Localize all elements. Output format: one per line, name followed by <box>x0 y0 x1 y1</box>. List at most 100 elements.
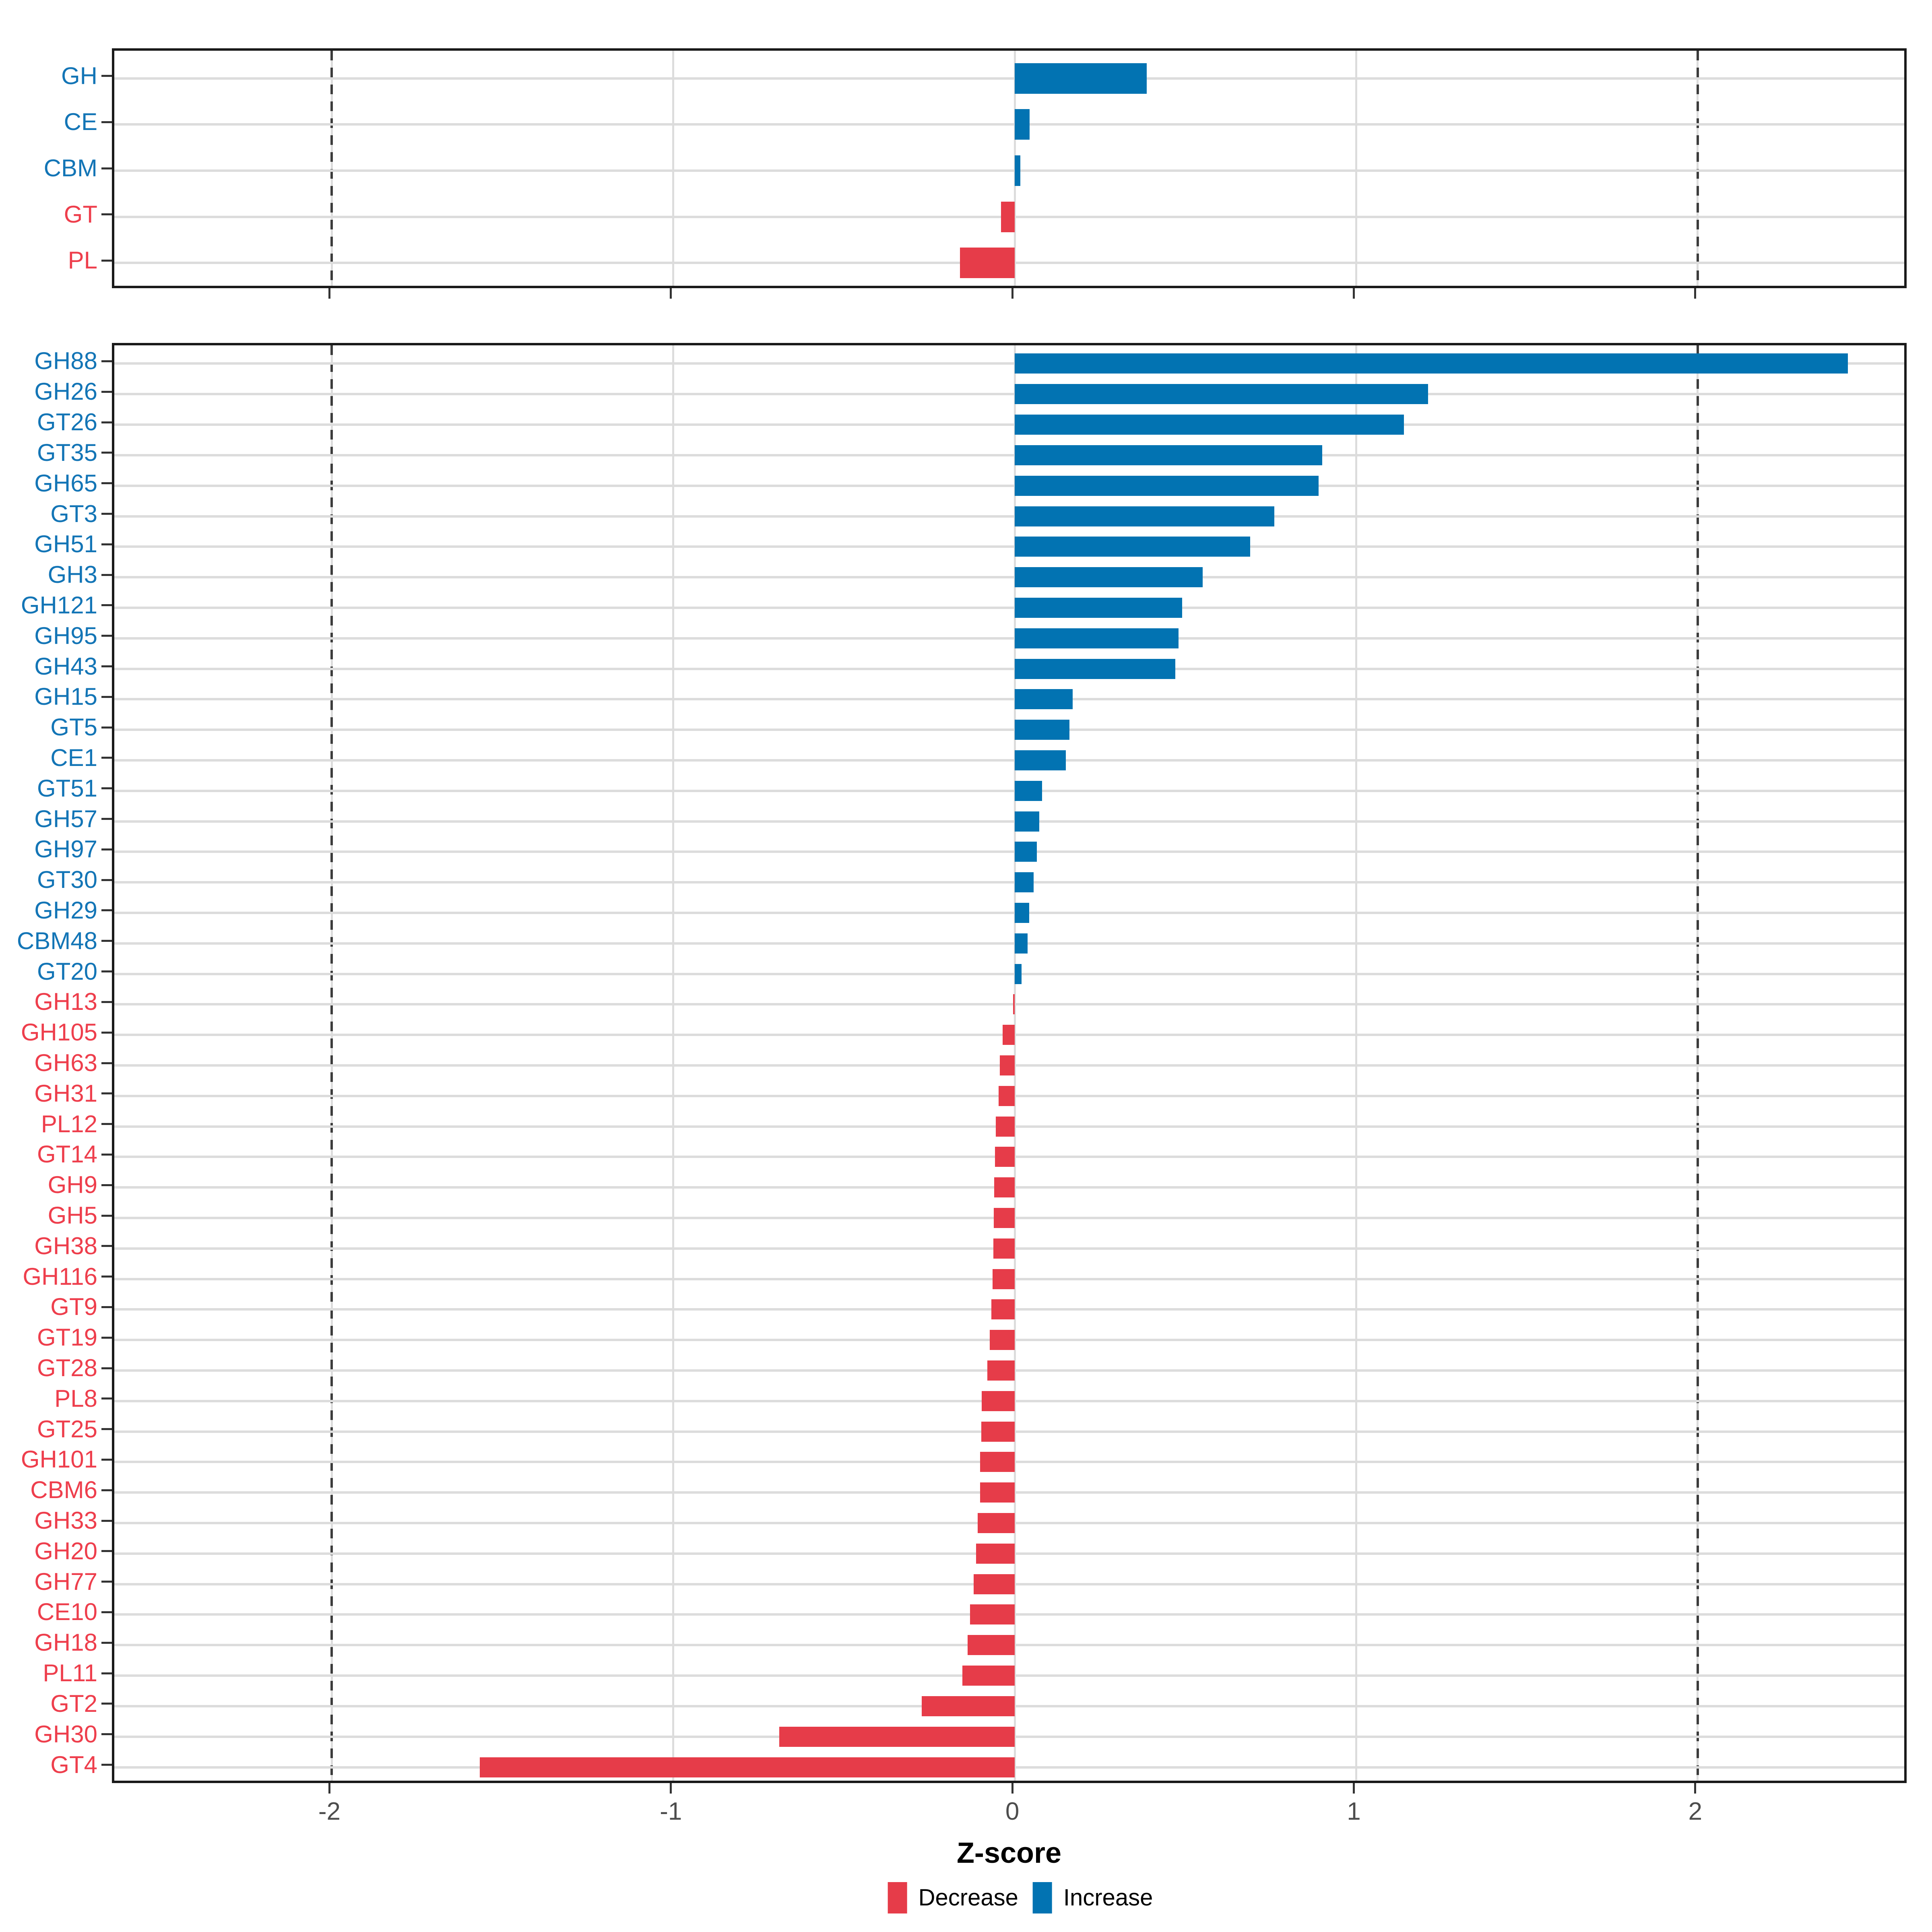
y-axis-label-GH57: GH57 <box>34 805 97 832</box>
x-tick-label: -1 <box>660 1798 682 1825</box>
y-tick <box>101 1428 112 1430</box>
bar-GH77 <box>974 1574 1015 1594</box>
x-tick <box>1352 1783 1355 1794</box>
y-axis-label-GT20: GT20 <box>37 958 97 985</box>
y-tick <box>101 213 112 216</box>
y-tick <box>101 1764 112 1766</box>
y-axis-label-CBM6: CBM6 <box>30 1476 97 1504</box>
bar-GT2 <box>921 1696 1015 1716</box>
y-tick <box>101 75 112 77</box>
bar-GH13 <box>1013 994 1015 1015</box>
bar-CBM <box>1015 155 1020 186</box>
vertical-gridline <box>1013 345 1016 1781</box>
x-tick <box>328 288 330 299</box>
bar-GH38 <box>993 1238 1015 1259</box>
bar-GT28 <box>987 1360 1015 1381</box>
y-axis-label-GH97: GH97 <box>34 836 97 863</box>
bar-GH3 <box>1015 567 1203 588</box>
y-tick <box>101 1153 112 1156</box>
y-tick <box>101 360 112 362</box>
x-tick-label: 2 <box>1688 1798 1703 1825</box>
bar-CBM48 <box>1015 933 1028 954</box>
vertical-gridline <box>672 51 675 286</box>
bar-GT51 <box>1015 780 1042 801</box>
bar-GH105 <box>1003 1025 1015 1045</box>
y-tick <box>101 665 112 668</box>
y-tick <box>101 1550 112 1552</box>
bar-GH31 <box>999 1086 1015 1106</box>
horizontal-gridline <box>114 759 1904 762</box>
bar-GH43 <box>1015 658 1175 679</box>
x-tick <box>1694 288 1697 299</box>
y-axis-label-GH77: GH77 <box>34 1568 97 1595</box>
y-tick <box>101 1489 112 1491</box>
bar-GH30 <box>779 1726 1015 1747</box>
dashed-reference-line <box>330 345 333 1781</box>
y-axis-label-GT30: GT30 <box>37 866 97 894</box>
y-axis-label-PL8: PL8 <box>54 1385 97 1412</box>
legend-item-decrease: Decrease <box>888 1882 1018 1913</box>
y-tick <box>101 543 112 545</box>
bar-CE1 <box>1015 750 1066 770</box>
y-tick <box>101 970 112 973</box>
y-axis-label-GH101: GH101 <box>21 1446 97 1473</box>
y-tick <box>101 696 112 698</box>
legend: Decrease Increase <box>888 1882 1153 1913</box>
bar-GT5 <box>1015 720 1069 740</box>
x-axis-title: Z-score <box>956 1837 1062 1869</box>
summary-panel <box>112 48 1907 288</box>
bar-PL11 <box>962 1666 1015 1686</box>
y-axis-label-GH88: GH88 <box>34 347 97 375</box>
y-axis-label-GT19: GT19 <box>37 1324 97 1351</box>
bar-CE <box>1015 109 1030 140</box>
y-axis-label-GT35: GT35 <box>37 439 97 466</box>
y-axis-label-GH51: GH51 <box>34 530 97 558</box>
y-tick <box>101 818 112 820</box>
y-axis-label-GH65: GH65 <box>34 469 97 497</box>
increase-swatch <box>1032 1882 1052 1913</box>
y-tick <box>101 1336 112 1339</box>
bar-GH26 <box>1015 384 1428 405</box>
bar-GT4 <box>479 1757 1015 1777</box>
y-axis-label-GT25: GT25 <box>37 1415 97 1443</box>
y-axis-label-GT5: GT5 <box>50 714 97 741</box>
y-tick <box>101 1703 112 1705</box>
y-tick <box>101 513 112 515</box>
y-axis-label-GH13: GH13 <box>34 988 97 1016</box>
y-axis-label-PL: PL <box>68 247 97 274</box>
bar-GH18 <box>968 1635 1015 1655</box>
dashed-reference-line <box>330 51 333 286</box>
horizontal-gridline <box>114 423 1904 426</box>
bar-GH9 <box>994 1177 1015 1198</box>
horizontal-gridline <box>114 515 1904 518</box>
y-tick <box>101 1031 112 1034</box>
y-axis-label-GT9: GT9 <box>50 1293 97 1321</box>
x-tick-label: -2 <box>318 1798 341 1825</box>
y-tick <box>101 909 112 912</box>
decrease-swatch <box>888 1882 907 1913</box>
y-tick <box>101 1245 112 1247</box>
y-axis-label-GH121: GH121 <box>21 591 97 619</box>
bar-GT9 <box>991 1299 1015 1320</box>
y-axis-label-GH31: GH31 <box>34 1080 97 1107</box>
bar-GH20 <box>976 1543 1015 1564</box>
y-axis-label-GT4: GT4 <box>50 1751 97 1778</box>
horizontal-gridline <box>114 606 1904 609</box>
y-tick <box>101 390 112 393</box>
y-tick <box>101 1581 112 1583</box>
bar-GH5 <box>993 1208 1015 1228</box>
y-axis-label-GH3: GH3 <box>47 561 97 588</box>
y-axis-label-GH105: GH105 <box>21 1019 97 1046</box>
x-tick <box>1011 1783 1013 1794</box>
y-tick <box>101 167 112 169</box>
legend-label-increase: Increase <box>1063 1885 1153 1911</box>
bar-GH29 <box>1015 902 1029 923</box>
y-axis-label-CBM48: CBM48 <box>17 927 97 954</box>
y-axis-label-GH: GH <box>61 62 97 89</box>
bar-GH15 <box>1015 689 1073 710</box>
vertical-gridline <box>672 345 675 1781</box>
bar-GH65 <box>1015 475 1319 496</box>
horizontal-gridline <box>114 637 1904 640</box>
horizontal-gridline <box>114 484 1904 487</box>
